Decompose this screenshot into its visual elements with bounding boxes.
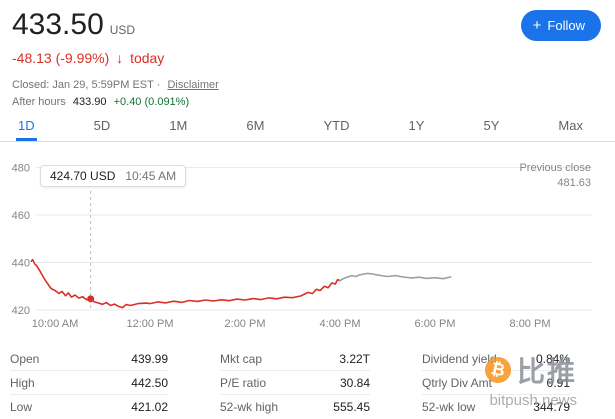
plus-icon: +	[532, 17, 542, 34]
stat-value-dividend-yield: 0.84%	[535, 351, 570, 366]
svg-text:4:00 PM: 4:00 PM	[320, 318, 361, 330]
svg-text:12:00 PM: 12:00 PM	[126, 318, 173, 330]
tab-5y[interactable]: 5Y	[483, 117, 500, 133]
currency-label: USD	[109, 23, 136, 37]
table-row: Low 421.02	[10, 395, 168, 419]
stat-value-high: 442.50	[131, 375, 168, 390]
tab-1m[interactable]: 1M	[169, 117, 188, 133]
svg-text:440: 440	[12, 258, 30, 270]
table-row: 52-wk low 344.79	[422, 395, 570, 419]
table-row: P/E ratio 30.84	[220, 371, 370, 395]
table-row: Mkt cap 3.22T	[220, 347, 370, 371]
previous-close-value: 481.63	[557, 177, 591, 189]
svg-text:8:00 PM: 8:00 PM	[510, 318, 551, 330]
table-row: Dividend yield 0.84%	[422, 347, 570, 371]
tab-1d[interactable]: 1D	[16, 112, 37, 141]
svg-text:420: 420	[12, 305, 30, 317]
stat-value-open: 439.99	[131, 351, 168, 366]
stat-label-low: Low	[10, 400, 33, 414]
tab-ytd[interactable]: YTD	[323, 117, 350, 133]
stat-label-dividend-yield: Dividend yield	[422, 351, 497, 366]
key-stats-table: Open 439.99 High 442.50 Low 421.02 Mkt c…	[0, 347, 615, 419]
stat-value-52wk-low: 344.79	[533, 400, 570, 414]
stat-label-high: High	[10, 375, 35, 390]
tab-1y[interactable]: 1Y	[408, 117, 425, 133]
disclaimer-link[interactable]: Disclaimer	[167, 79, 219, 91]
stats-column-3: Dividend yield 0.84% Qtrly Div Amt 0.91 …	[422, 347, 570, 419]
stat-value-pe-ratio: 30.84	[339, 375, 370, 390]
tooltip-time: 10:45 AM	[125, 169, 177, 183]
svg-text:2:00 PM: 2:00 PM	[225, 318, 266, 330]
stat-value-low: 421.02	[131, 400, 168, 414]
table-row: Open 439.99	[10, 347, 168, 371]
after-hours-line: After hours 433.90 +0.40 (0.091%)	[12, 96, 219, 108]
stat-value-52wk-high: 555.45	[333, 400, 370, 414]
stat-label-52wk-low: 52-wk low	[422, 400, 476, 414]
previous-close-label: Previous close	[519, 162, 591, 174]
chart-tooltip: 424.70 USD 10:45 AM	[40, 165, 187, 187]
svg-text:10:00 AM: 10:00 AM	[32, 318, 78, 330]
price-row: 433.50 USD	[12, 8, 219, 42]
previous-close: Previous close 481.63	[519, 161, 591, 191]
stats-column-1: Open 439.99 High 442.50 Low 421.02	[10, 347, 168, 419]
tooltip-price: 424.70 USD	[50, 169, 116, 183]
chart-canvas[interactable]: 420 440 460 480 10:00 AM 12:00 PM 2:00 PM 4:00 …	[0, 155, 615, 335]
after-hours-label: After hours	[12, 96, 66, 108]
stat-label-pe-ratio: P/E ratio	[220, 375, 267, 390]
svg-text:460: 460	[12, 210, 30, 222]
tab-5d[interactable]: 5D	[93, 117, 111, 133]
stat-label-mkt-cap: Mkt cap	[220, 351, 263, 366]
change-period: today	[130, 50, 165, 66]
stats-column-2: Mkt cap 3.22T P/E ratio 30.84 52-wk high…	[220, 347, 370, 419]
stat-value-mkt-cap: 3.22T	[339, 351, 370, 366]
tab-6m[interactable]: 6M	[246, 117, 265, 133]
quote-header: 433.50 USD -48.13 (-9.99%) ↓ today Close…	[12, 8, 219, 108]
current-price: 433.50	[12, 8, 104, 41]
change-value: -48.13 (-9.99%)	[12, 50, 110, 66]
stat-label-52wk-high: 52-wk high	[220, 400, 279, 414]
table-row: High 442.50	[10, 371, 168, 395]
tab-max[interactable]: Max	[558, 117, 583, 133]
market-status-line: Closed: Jan 29, 5:59PM EST · Disclaimer	[12, 79, 219, 91]
table-row: Qtrly Div Amt 0.91	[422, 371, 570, 395]
stat-value-qtrly-div: 0.91	[546, 375, 570, 390]
stat-label-qtrly-div: Qtrly Div Amt	[422, 375, 493, 390]
follow-button[interactable]: + Follow	[520, 10, 601, 41]
arrow-down-icon: ↓	[116, 50, 124, 66]
after-hours-change: +0.40 (0.091%)	[113, 96, 190, 108]
price-chart[interactable]: 420 440 460 480 10:00 AM 12:00 PM 2:00 PM 4:00 …	[0, 155, 615, 335]
follow-button-label: Follow	[547, 18, 585, 33]
time-range-tabs: 1D 5D 1M 6M YTD 1Y 5Y Max	[0, 112, 615, 142]
after-hours-price: 433.90	[72, 96, 107, 108]
closed-text: Closed: Jan 29, 5:59PM EST ·	[12, 79, 161, 91]
stat-label-open: Open	[10, 351, 40, 366]
table-row: 52-wk high 555.45	[220, 395, 370, 419]
svg-text:480: 480	[12, 163, 30, 175]
svg-text:6:00 PM: 6:00 PM	[415, 318, 456, 330]
price-change: -48.13 (-9.99%) ↓ today	[12, 50, 219, 66]
